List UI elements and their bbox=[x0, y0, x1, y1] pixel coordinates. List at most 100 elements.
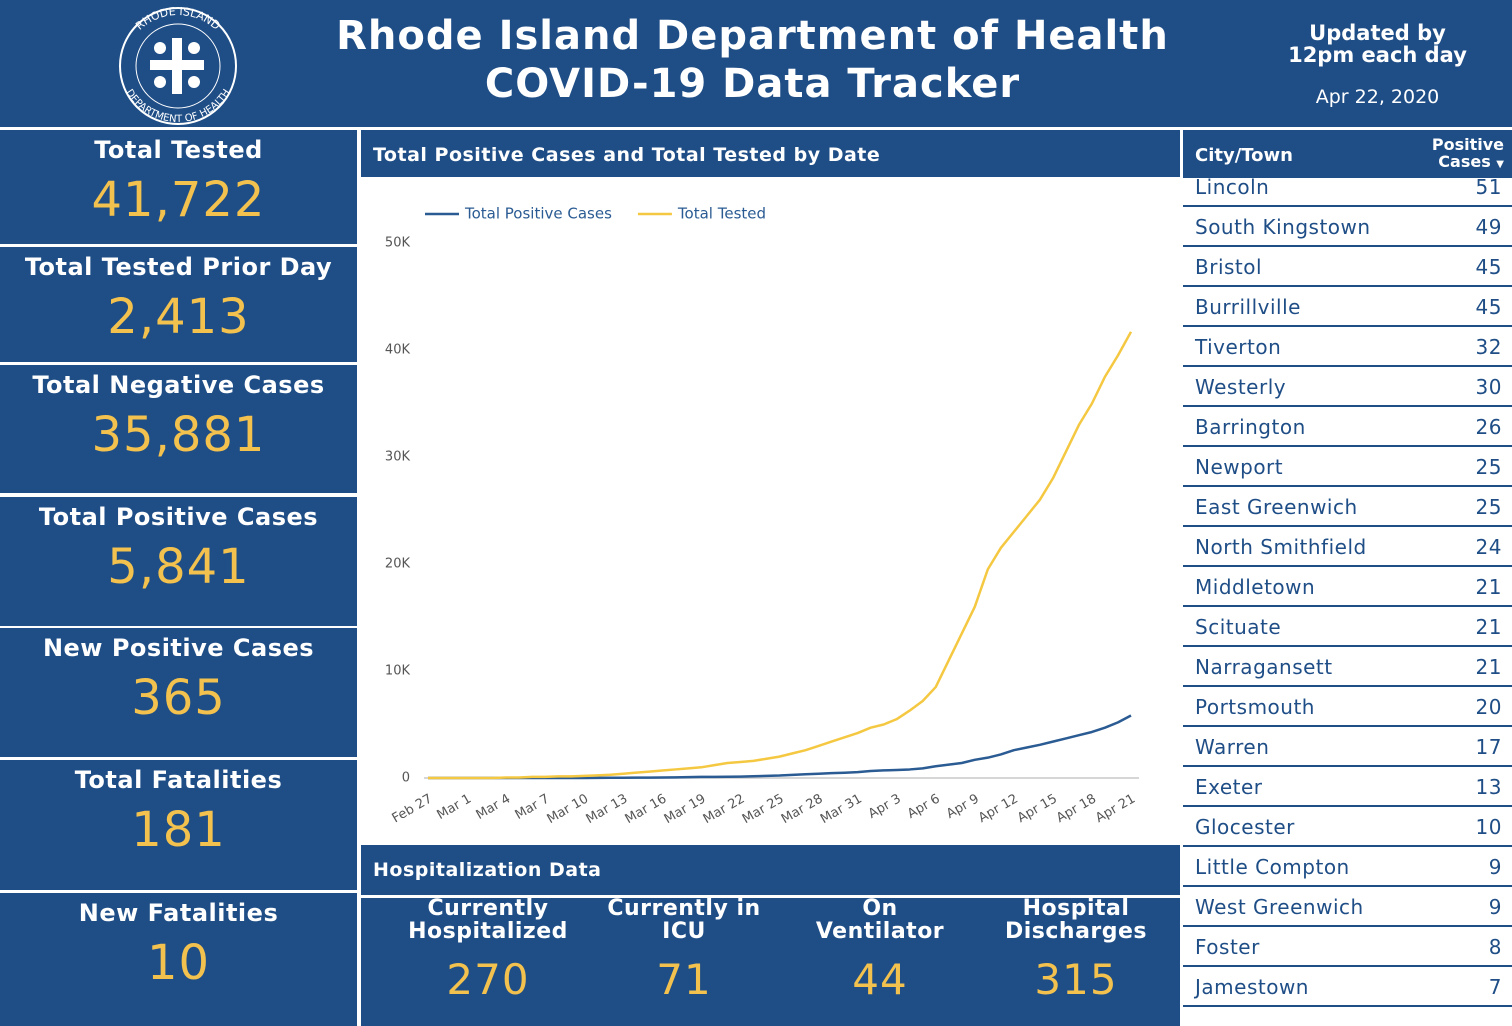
hosp-label-line: Hospital bbox=[1022, 896, 1130, 921]
hosp-item: Currently in ICU 71 bbox=[584, 897, 784, 1004]
table-row: Bristol 45 bbox=[1183, 247, 1512, 287]
table-row: Narragansett 21 bbox=[1183, 647, 1512, 687]
hosp-item: Currently Hospitalized 270 bbox=[388, 897, 588, 1004]
kpi-label: Total Tested bbox=[94, 136, 263, 164]
chart-header: Total Positive Cases and Total Tested by… bbox=[361, 130, 1180, 177]
city-name: Newport bbox=[1195, 455, 1284, 479]
city-value: 10 bbox=[1475, 815, 1502, 839]
hosp-label-line: Currently in bbox=[607, 896, 761, 921]
city-name: Burrillville bbox=[1195, 295, 1301, 319]
series-line bbox=[428, 331, 1133, 780]
column-header: City/Town bbox=[1195, 145, 1293, 166]
updated-line: Updated by bbox=[1309, 21, 1446, 45]
logo-ring bbox=[119, 7, 237, 125]
hosp-label: On Ventilator bbox=[780, 897, 980, 943]
x-tick-label: Mar 28 bbox=[779, 791, 826, 827]
kpi-panel: Total Tested Prior Day 2,413 bbox=[0, 247, 357, 362]
table-row: Burrillville 45 bbox=[1183, 287, 1512, 327]
table-body: Lincoln 51 South Kingstown 49 Bristol 45 Burri… bbox=[1183, 178, 1512, 1026]
logo-ring bbox=[135, 23, 221, 109]
table-rows: Lincoln 51 South Kingstown 49 Bristol 45 Burri… bbox=[1183, 178, 1512, 1007]
y-tick-label: 40K bbox=[385, 343, 411, 358]
city-name: Foster bbox=[1195, 935, 1260, 959]
kpi-value: 2,413 bbox=[107, 289, 250, 345]
city-name: Lincoln bbox=[1195, 178, 1270, 199]
city-value: 21 bbox=[1475, 655, 1502, 679]
kpi-value: 5,841 bbox=[107, 539, 250, 595]
date: Apr 22, 2020 bbox=[1315, 86, 1440, 108]
x-tick-label: Apr 9 bbox=[944, 791, 982, 821]
kpi-label: Total Positive Cases bbox=[38, 503, 319, 531]
city-name: Narragansett bbox=[1195, 655, 1333, 679]
table-row: Foster 8 bbox=[1183, 927, 1512, 967]
x-tick-label: Mar 13 bbox=[584, 791, 631, 827]
kpi-label: Total Tested Prior Day bbox=[24, 253, 333, 281]
hosp-value: 44 bbox=[852, 955, 908, 1004]
city-name: Barrington bbox=[1195, 415, 1306, 439]
x-tick-label: Apr 21 bbox=[1093, 791, 1138, 826]
header: RHODE ISLAND DEPARTMENT OF HEALTH Rhode … bbox=[0, 0, 1512, 127]
x-tick-label: Mar 10 bbox=[545, 791, 592, 827]
hosp-label: Currently Hospitalized bbox=[388, 897, 588, 943]
x-tick-label: Apr 15 bbox=[1015, 791, 1060, 826]
title-line: COVID-19 Data Tracker bbox=[484, 61, 1021, 107]
kpi-value: 35,881 bbox=[91, 407, 266, 463]
table-row: Warren 17 bbox=[1183, 727, 1512, 767]
column-header-text: Positive Cases bbox=[1431, 135, 1504, 171]
city-value: 17 bbox=[1475, 735, 1502, 759]
x-tick-label: Mar 25 bbox=[740, 791, 787, 827]
city-value: 20 bbox=[1475, 695, 1502, 719]
hosp-title: Hospitalization Data bbox=[361, 845, 1180, 898]
city-value: 9 bbox=[1488, 855, 1502, 879]
city-name: Little Compton bbox=[1195, 855, 1350, 879]
city-name: Tiverton bbox=[1195, 335, 1282, 359]
table-row: Tiverton 32 bbox=[1183, 327, 1512, 367]
city-name: East Greenwich bbox=[1195, 495, 1358, 519]
x-tick-label: Mar 31 bbox=[818, 791, 865, 827]
table-row: North Smithfield 24 bbox=[1183, 527, 1512, 567]
legend-label: Total Tested bbox=[677, 205, 766, 223]
city-name: Exeter bbox=[1195, 775, 1263, 799]
chart-title: Total Positive Cases and Total Tested by… bbox=[373, 144, 881, 166]
y-tick-label: 50K bbox=[385, 236, 411, 251]
city-value: 51 bbox=[1475, 178, 1502, 199]
x-tick-label: Apr 3 bbox=[866, 791, 904, 821]
kpi-value: 181 bbox=[131, 802, 226, 858]
table-row: Little Compton 9 bbox=[1183, 847, 1512, 887]
city-name: Portsmouth bbox=[1195, 695, 1315, 719]
table-row: Jamestown 7 bbox=[1183, 967, 1512, 1007]
table-row: Lincoln 51 bbox=[1183, 178, 1512, 207]
city-value: 49 bbox=[1475, 215, 1502, 239]
city-name: Bristol bbox=[1195, 255, 1263, 279]
x-tick-label: Apr 18 bbox=[1054, 791, 1099, 826]
title-line: Rhode Island Department of Health bbox=[336, 13, 1169, 59]
kpi-panel: Total Negative Cases 35,881 bbox=[0, 365, 357, 493]
kpi-value: 41,722 bbox=[91, 172, 266, 228]
x-tick-label: Apr 6 bbox=[905, 791, 943, 821]
city-value: 9 bbox=[1488, 895, 1502, 919]
city-value: 21 bbox=[1475, 575, 1502, 599]
city-value: 45 bbox=[1475, 295, 1502, 319]
city-name: Middletown bbox=[1195, 575, 1316, 599]
hospitalization: Hospitalization Data Currently Hospitaliz… bbox=[361, 845, 1180, 1026]
column-header[interactable]: Positive Cases ▼ bbox=[1414, 136, 1504, 173]
city-value: 21 bbox=[1475, 615, 1502, 639]
logo-text: RHODE ISLAND bbox=[133, 5, 222, 33]
sort-caret[interactable]: ▼ bbox=[1496, 159, 1504, 170]
city-value: 30 bbox=[1475, 375, 1502, 399]
city-name: North Smithfield bbox=[1195, 535, 1367, 559]
city-name: Glocester bbox=[1195, 815, 1295, 839]
hosp-label: Currently in ICU bbox=[584, 897, 784, 943]
city-value: 32 bbox=[1475, 335, 1502, 359]
city-value: 25 bbox=[1475, 455, 1502, 479]
table-row: Exeter 13 bbox=[1183, 767, 1512, 807]
table-row: Westerly 30 bbox=[1183, 367, 1512, 407]
city-name: Westerly bbox=[1195, 375, 1287, 399]
city-value: 7 bbox=[1488, 975, 1502, 999]
y-tick-label: 0 bbox=[402, 771, 410, 786]
kpi-panel: New Positive Cases 365 bbox=[0, 628, 357, 757]
kpi-value: 365 bbox=[131, 670, 226, 726]
hosp-label-line: On bbox=[862, 896, 898, 921]
logo: RHODE ISLAND DEPARTMENT OF HEALTH bbox=[119, 5, 237, 125]
